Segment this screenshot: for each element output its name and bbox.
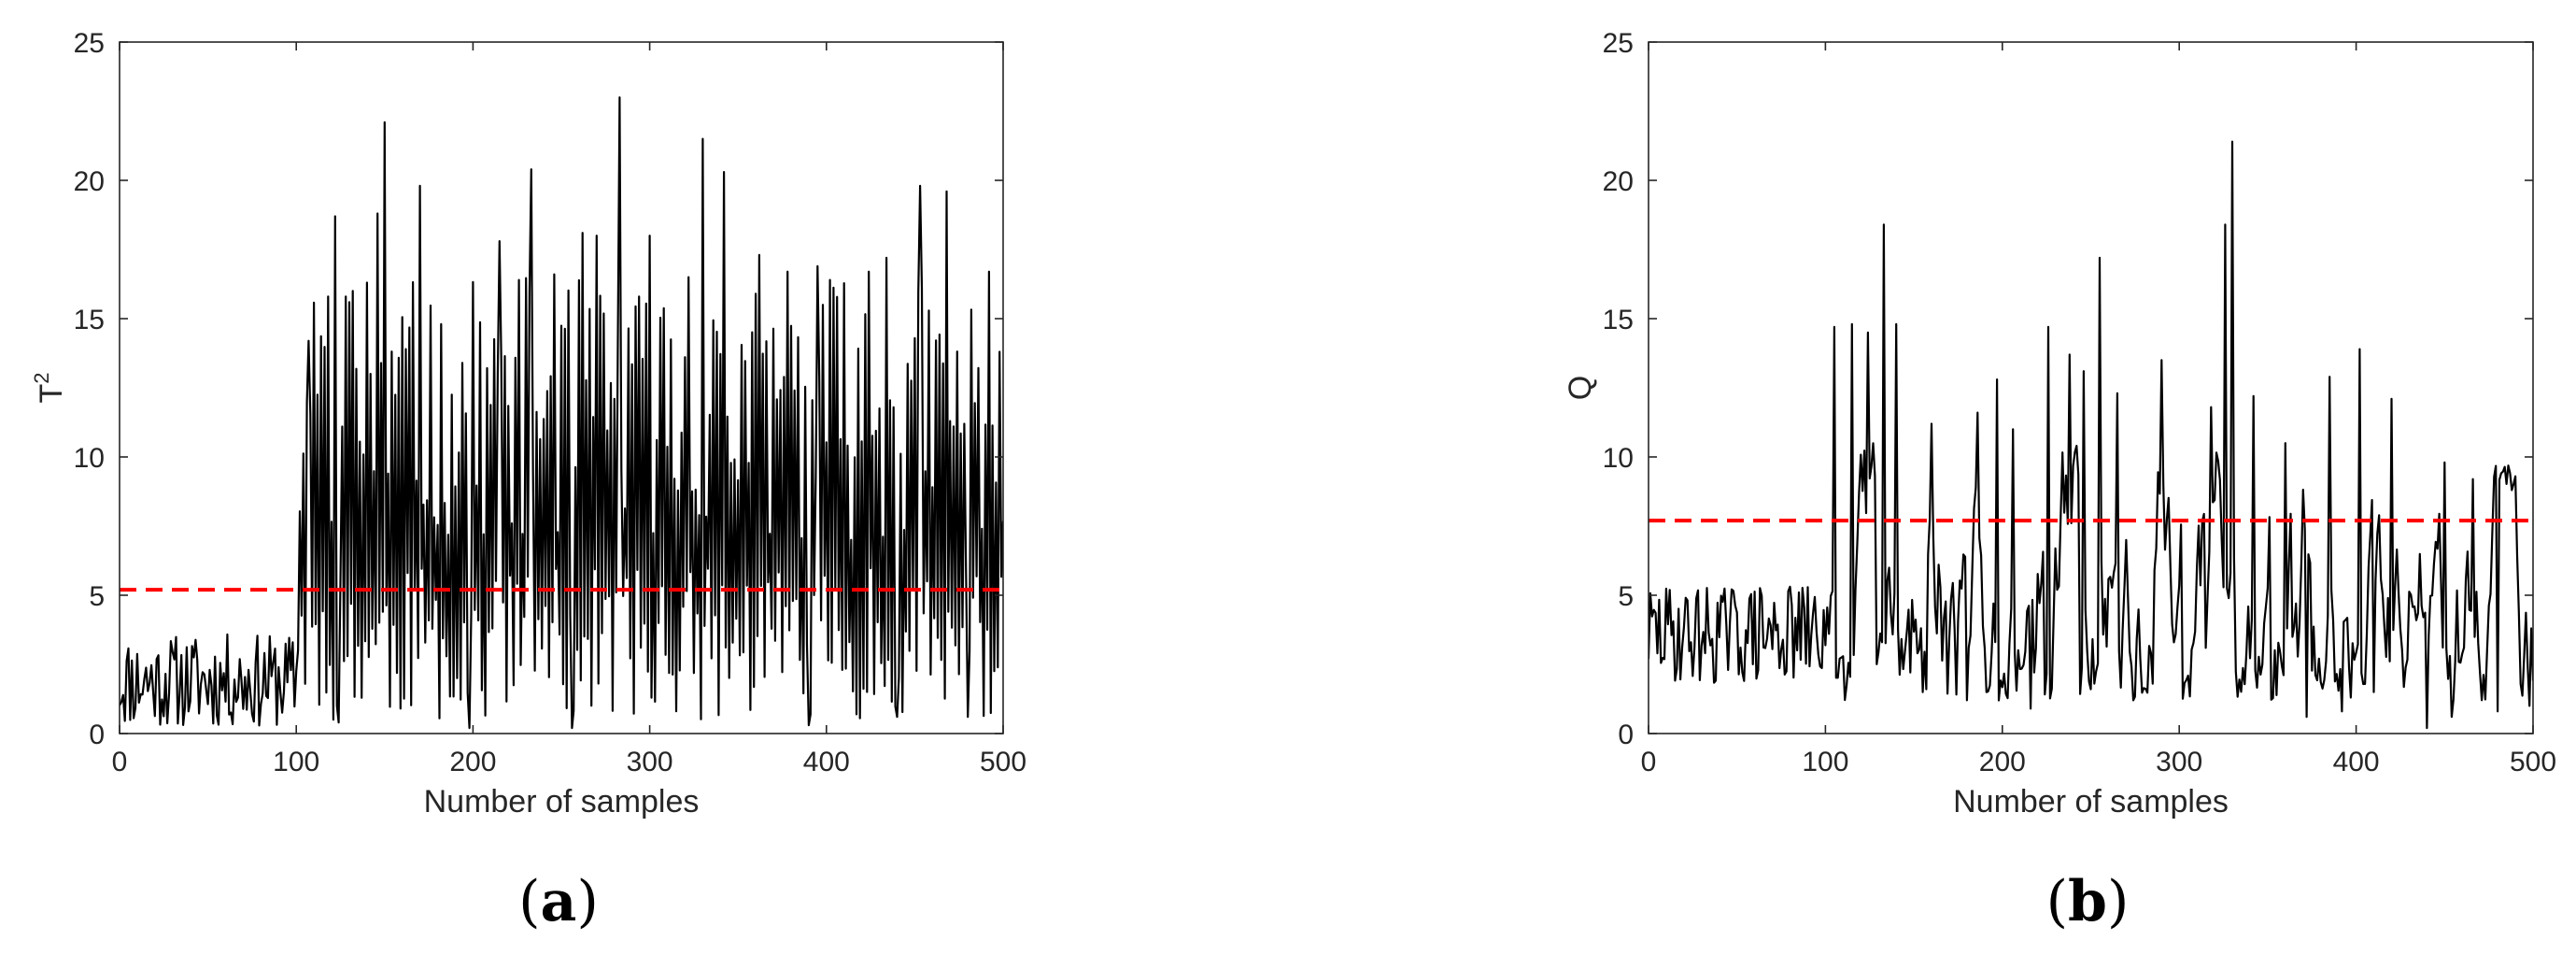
series-group [120, 96, 1003, 730]
x-tick-label: 300 [627, 747, 673, 777]
x-tick-label: 500 [2510, 747, 2556, 777]
x-tick-label: 0 [112, 747, 128, 777]
y-tick-label: 15 [74, 305, 105, 335]
chart-panel-b: 0 100 200 300 400 500 0 5 10 15 20 25 Number of samp… [1563, 28, 2556, 934]
x-tick-label: 200 [1979, 747, 2026, 777]
x-tick-label: 100 [1802, 747, 1848, 777]
plot-frame [1648, 41, 2534, 734]
x-tick-label: 300 [2156, 747, 2202, 777]
panel-label-close: ) [576, 869, 598, 934]
statistic-series-line [1649, 140, 2533, 730]
x-axis-title: Number of samples [1953, 784, 2229, 820]
y-tick-label: 5 [1618, 581, 1634, 612]
y-tick-label: 15 [1603, 305, 1634, 335]
y-tick-label: 0 [1618, 720, 1634, 750]
plot-frame [119, 41, 1004, 734]
y-axis-title-superscript: 2 [30, 372, 53, 383]
y-axis-title-main: T [34, 384, 69, 404]
x-tick-label: 0 [1641, 747, 1657, 777]
y-tick-label: 10 [74, 443, 105, 474]
x-tick-label: 400 [803, 747, 850, 777]
y-tick-label: 25 [1603, 28, 1634, 59]
statistic-series-line [120, 96, 1003, 730]
panel-label: (b) [2046, 869, 2130, 934]
x-tick-label: 400 [2333, 747, 2380, 777]
x-tick-label: 200 [449, 747, 496, 777]
panel-label-letter: a [541, 869, 577, 934]
y-tick-label: 5 [89, 581, 105, 612]
y-tick-label: 20 [1603, 166, 1634, 197]
x-axis-title: Number of samples [424, 784, 700, 820]
panel-label-open: ( [518, 869, 540, 934]
y-axis-title-main: Q [1563, 376, 1598, 400]
panel-label-close: ) [2107, 869, 2129, 934]
y-axis-title: Q [1563, 376, 1598, 400]
panel-label-letter: b [2068, 869, 2107, 934]
y-tick-label: 0 [89, 720, 105, 750]
y-tick-label: 25 [74, 28, 105, 59]
x-tick-label: 100 [273, 747, 319, 777]
panel-label-open: ( [2046, 869, 2068, 934]
panel-label: (a) [518, 869, 599, 934]
x-tick-label: 500 [980, 747, 1026, 777]
chart-panel-a: 0 100 200 300 400 500 0 5 10 15 20 25 Number of samp… [30, 28, 1026, 934]
y-tick-label: 10 [1603, 443, 1634, 474]
series-group [1649, 140, 2533, 730]
y-axis-title: T2 [30, 372, 69, 403]
y-tick-label: 20 [74, 166, 105, 197]
